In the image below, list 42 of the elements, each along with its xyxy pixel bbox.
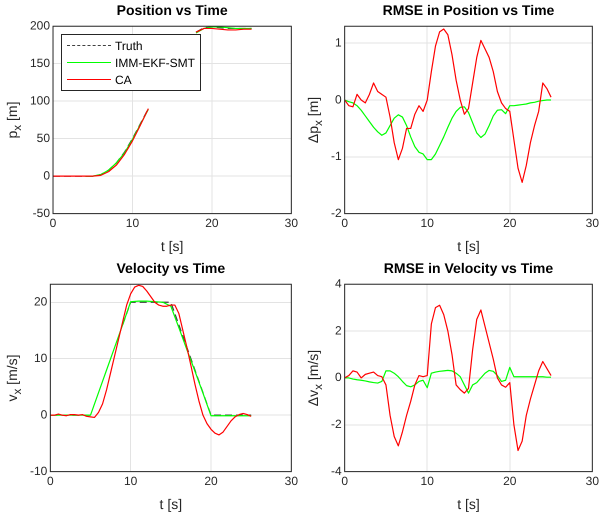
x-tick-label: 10	[126, 216, 140, 230]
chart-title: RMSE in Velocity vs Time	[384, 260, 554, 276]
x-tick-label: 30	[586, 474, 600, 488]
x-tick-label: 30	[284, 474, 298, 488]
y-tick-label: -2	[331, 417, 342, 432]
y-tick-label: 4	[334, 276, 342, 291]
y-tick-label: 100	[30, 93, 50, 108]
y-tick-label: -50	[32, 206, 50, 220]
x-axis-title: t [s]	[160, 238, 184, 254]
y-tick-label: -1	[331, 149, 342, 164]
y-tick-label: 200	[30, 18, 50, 33]
x-tick-label: 20	[503, 216, 517, 230]
x-tick-label: 10	[420, 216, 434, 230]
x-axis-title: t [s]	[457, 496, 480, 512]
y-tick-label: 50	[36, 130, 50, 145]
y-tick-label: 0	[40, 407, 48, 422]
chart-title: RMSE in Position vs Time	[382, 2, 554, 18]
legend-label: IMM-EKF-SMT	[115, 56, 196, 70]
x-axis-title: t [s]	[160, 496, 182, 512]
y-tick-label: -10	[30, 464, 48, 478]
x-tick-label: 20	[204, 474, 218, 488]
x-tick-label: 10	[124, 474, 138, 488]
x-tick-label: 20	[503, 474, 517, 488]
chart-title: Velocity vs Time	[116, 260, 226, 276]
y-tick-label: 20	[34, 294, 48, 309]
y-tick-label: 1	[334, 36, 342, 50]
legend-label: CA	[115, 72, 132, 87]
x-tick-label: 20	[205, 216, 219, 230]
legend-label: Truth	[115, 38, 143, 53]
x-tick-label: 30	[586, 216, 600, 230]
y-tick-label: 150	[30, 56, 50, 70]
x-tick-label: 30	[284, 216, 298, 230]
y-tick-label: 0	[43, 168, 50, 182]
y-tick-label: -2	[331, 206, 342, 220]
y-tick-label: 10	[34, 351, 48, 366]
x-axis-title: t [s]	[457, 238, 480, 254]
y-tick-label: 0	[334, 370, 342, 384]
y-tick-label: -4	[331, 464, 342, 478]
y-tick-label: 0	[334, 92, 342, 106]
x-tick-label: 10	[420, 474, 434, 488]
chart-title: Position vs Time	[116, 2, 228, 18]
y-tick-label: 2	[334, 323, 342, 338]
